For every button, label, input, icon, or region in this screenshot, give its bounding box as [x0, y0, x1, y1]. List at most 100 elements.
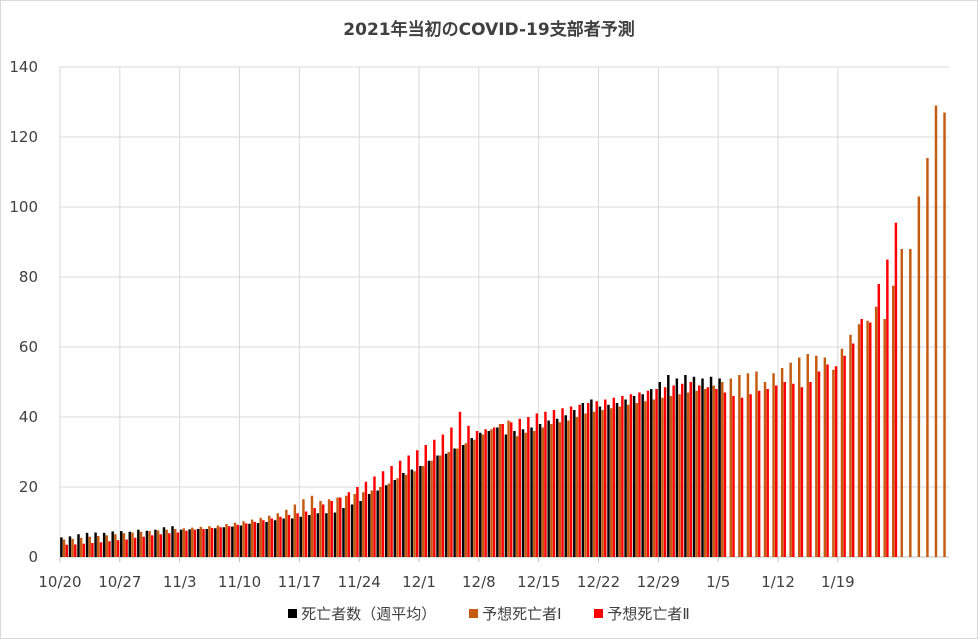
bar-forecast-2	[467, 425, 470, 557]
x-tick-label: 11/24	[338, 573, 381, 591]
bar-deaths	[667, 375, 670, 557]
bar-deaths	[154, 529, 157, 557]
bar-forecast-2	[561, 408, 564, 557]
bar-forecast-2	[783, 382, 787, 557]
bar-forecast-2	[159, 534, 162, 557]
bar-forecast-1	[430, 460, 433, 557]
bar-forecast-1	[276, 513, 279, 557]
bar-deaths	[342, 508, 345, 557]
bar-deaths	[701, 378, 704, 557]
bar-deaths	[350, 504, 354, 557]
bar-forecast-2	[843, 355, 846, 557]
bar-forecast-2	[133, 537, 137, 557]
bar-forecast-2	[552, 410, 556, 557]
bar-forecast-1	[88, 536, 91, 557]
bar-deaths	[607, 404, 610, 557]
x-tick-label: 12/15	[517, 573, 560, 591]
bar-deaths	[684, 375, 687, 557]
x-tick-label: 12/1	[402, 573, 436, 591]
bar-forecast-2	[757, 390, 761, 557]
bar-deaths	[419, 466, 422, 557]
bar-forecast-2	[749, 394, 752, 557]
bar-forecast-1	[490, 429, 493, 557]
bar-deaths	[504, 434, 508, 557]
bar-forecast-2	[168, 533, 171, 557]
bar-deaths	[325, 513, 328, 557]
bar-forecast-1	[114, 534, 117, 557]
bar-forecast-2	[150, 535, 154, 557]
bar-forecast-1	[421, 466, 425, 557]
bar-forecast-1	[438, 455, 442, 557]
bar-forecast-1	[199, 526, 203, 557]
bar-forecast-2	[492, 427, 496, 557]
bar-forecast-1	[327, 499, 331, 557]
bar-forecast-2	[612, 397, 616, 557]
bar-forecast-1	[746, 373, 750, 557]
legend-swatch-forecast-2	[594, 609, 604, 618]
bar-deaths	[658, 382, 661, 557]
bar-deaths	[547, 420, 550, 557]
bar-forecast-1	[285, 509, 288, 557]
bar-forecast-1	[481, 434, 485, 557]
legend-item-forecast-2: 予想死亡者Ⅱ	[594, 603, 690, 624]
bar-deaths	[470, 438, 473, 557]
bar-deaths	[145, 530, 149, 557]
bar-forecast-1	[379, 487, 382, 557]
bar-forecast-1	[233, 522, 237, 557]
bar-forecast-2	[227, 526, 231, 557]
bar-forecast-2	[458, 411, 462, 557]
bar-deaths	[137, 529, 140, 557]
bar-forecast-1	[755, 371, 758, 557]
bar-deaths	[675, 378, 679, 557]
x-tick-label: 11/3	[163, 573, 197, 591]
bar-forecast-1	[832, 369, 835, 557]
bar-forecast-1	[310, 495, 314, 557]
bar-forecast-1	[575, 417, 579, 557]
bar-forecast-1	[729, 378, 733, 557]
bar-forecast-2	[373, 476, 376, 557]
bar-forecast-1	[396, 478, 399, 557]
bar-forecast-2	[424, 445, 427, 557]
bar-forecast-2	[740, 397, 744, 557]
bar-forecast-2	[527, 417, 530, 557]
bar-forecast-1	[567, 420, 570, 557]
bar-deaths	[273, 520, 277, 557]
bar-forecast-1	[900, 249, 904, 557]
legend-label-forecast-1: 予想死亡者Ⅰ	[482, 605, 562, 623]
bar-deaths	[538, 424, 542, 557]
bar-deaths	[598, 406, 602, 557]
bar-deaths	[282, 518, 285, 557]
bar-forecast-2	[415, 450, 419, 557]
bar-forecast-1	[823, 357, 827, 557]
bar-forecast-1	[609, 408, 613, 557]
bar-forecast-1	[97, 536, 100, 557]
bar-forecast-2	[91, 543, 94, 557]
bar-forecast-2	[253, 522, 257, 557]
bar-forecast-1	[165, 529, 168, 557]
bar-forecast-2	[321, 504, 325, 557]
bar-forecast-2	[339, 497, 342, 557]
legend-item-deaths: 死亡者数（週平均）	[288, 603, 436, 624]
bar-deaths	[94, 532, 97, 557]
bar-forecast-1	[71, 538, 74, 557]
x-tick-label: 1/19	[821, 573, 855, 591]
bar-deaths	[77, 534, 80, 557]
bar-forecast-2	[809, 382, 812, 557]
x-tick-label: 12/22	[577, 573, 620, 591]
x-tick-label: 12/8	[462, 573, 496, 591]
bar-forecast-1	[532, 431, 536, 557]
bar-forecast-2	[706, 387, 710, 557]
bar-forecast-2	[125, 539, 128, 557]
bar-deaths	[385, 485, 388, 557]
bar-deaths	[530, 427, 533, 557]
bar-forecast-1	[601, 410, 604, 557]
bar-forecast-2	[398, 460, 402, 557]
bar-deaths	[461, 445, 465, 557]
bar-forecast-2	[82, 543, 86, 557]
bar-forecast-2	[869, 322, 872, 557]
bar-deaths	[265, 522, 268, 557]
y-tick-label: 100	[9, 198, 38, 216]
x-tick-label: 10/20	[38, 573, 81, 591]
bar-forecast-2	[766, 389, 769, 557]
